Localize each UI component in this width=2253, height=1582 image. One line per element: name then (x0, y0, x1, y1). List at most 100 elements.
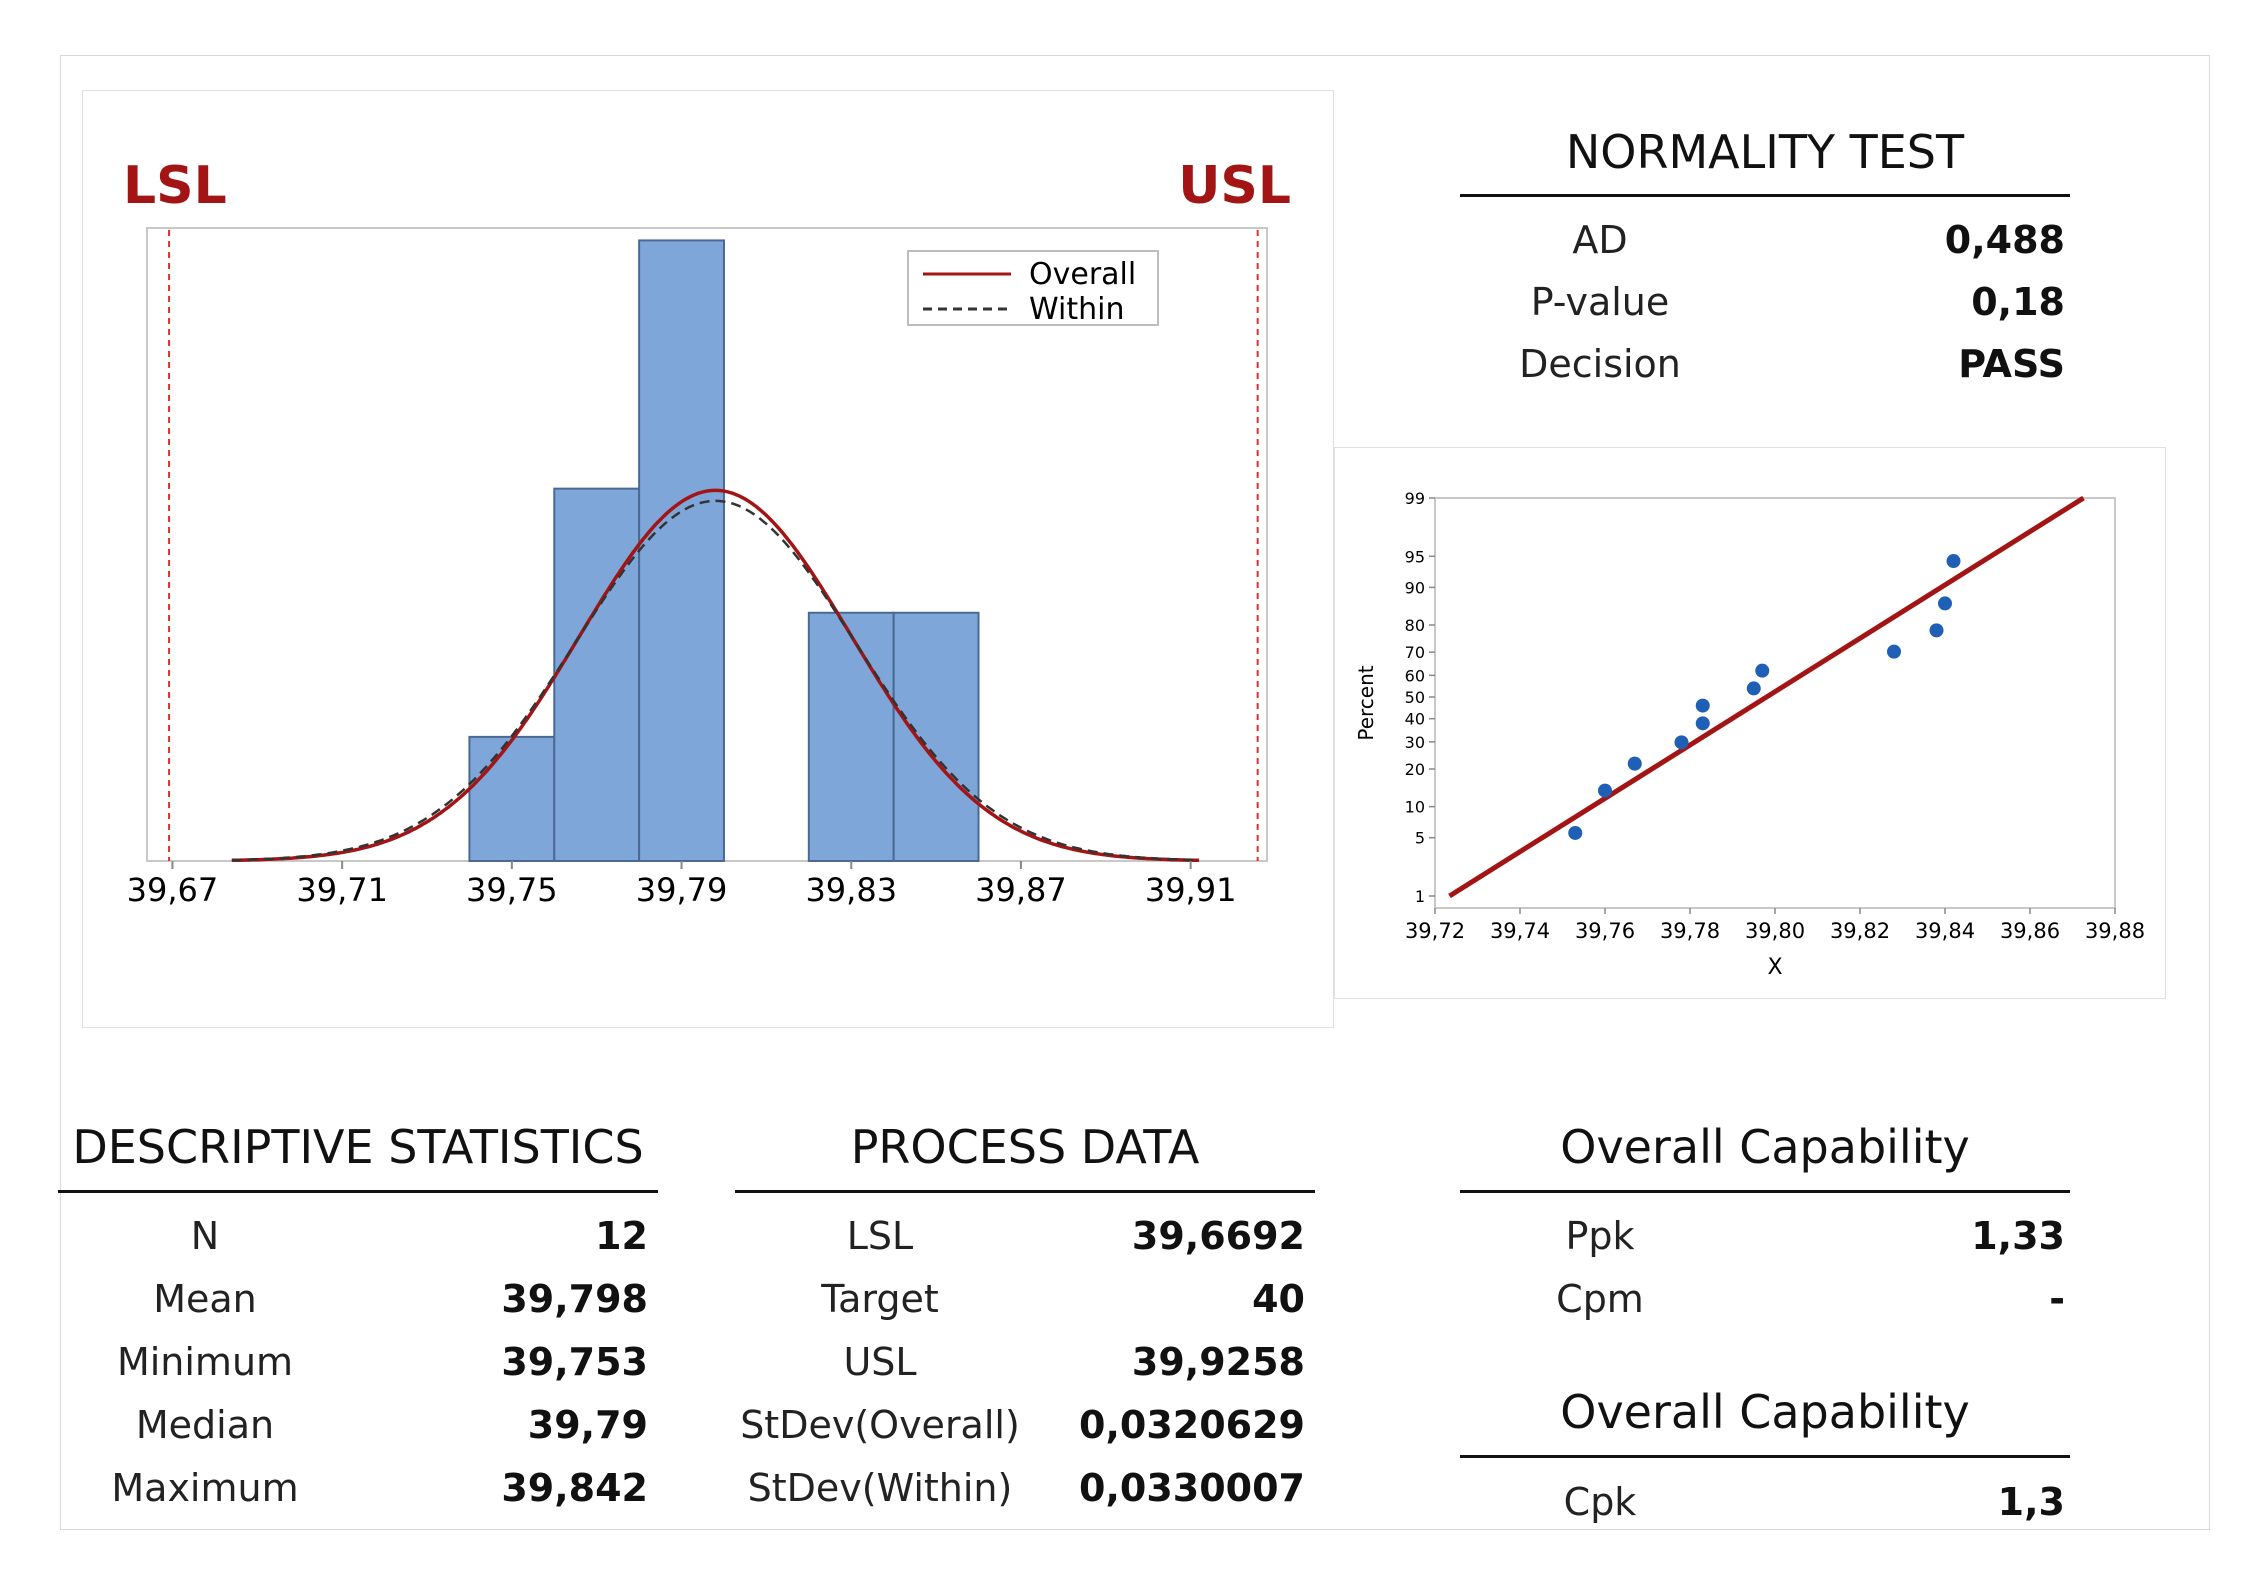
histogram-bar (807, 611, 895, 862)
overall-capability-2-title: Overall Capability (1560, 1385, 1970, 1439)
prob-y-tick-label: 60 (1405, 666, 1425, 685)
histogram-x-tick-label: 39,67 (127, 871, 219, 909)
descriptive-row-value: 39,79 (527, 1403, 648, 1447)
normality-title: NORMALITY TEST (1565, 125, 1965, 179)
prob-data-point (1598, 783, 1612, 798)
descriptive-row-label: Mean (153, 1277, 257, 1321)
process-row-label: StDev(Overall) (740, 1403, 1020, 1447)
prob-data-point (1929, 623, 1944, 638)
prob-data-point (1568, 825, 1583, 840)
normality-row-value: 0,18 (1971, 280, 2065, 324)
prob-x-tick-label: 39,88 (2085, 919, 2145, 943)
process-row-value: 39,9258 (1131, 1340, 1305, 1384)
prob-y-tick-label: 5 (1415, 829, 1425, 848)
prob-x-tick-label: 39,80 (1745, 919, 1805, 943)
histogram-x-tick-label: 39,87 (975, 871, 1067, 909)
prob-data-point (1938, 596, 1952, 611)
legend-overall-label: Overall (1029, 257, 1136, 292)
prob-data-point (1627, 756, 1642, 771)
prob-data-point (1887, 644, 1901, 659)
process-title: PROCESS DATA (850, 1120, 1200, 1174)
descriptive-row-value: 39,753 (501, 1340, 648, 1384)
histogram-bar (553, 487, 641, 862)
overall-curve (231, 488, 1200, 863)
normality-rule (1460, 194, 2070, 197)
prob-x-tick-label: 39,72 (1405, 919, 1465, 943)
within-curve (231, 499, 1200, 862)
prob-y-tick-label: 95 (1405, 547, 1425, 566)
overall-capability-title: Overall Capability (1560, 1120, 1970, 1174)
process-row-value: 0,0330007 (1079, 1466, 1305, 1510)
process-rule (735, 1190, 1315, 1193)
process-row-label: LSL (846, 1214, 914, 1258)
prob-fit-line (1448, 495, 2085, 899)
prob-x-axis-label: X (1767, 955, 1782, 980)
descriptive-row-label: Minimum (116, 1340, 294, 1384)
descriptive-row-value: 12 (595, 1214, 648, 1258)
capability-row-label: Ppk (1565, 1214, 1635, 1258)
prob-data-point (1746, 681, 1761, 696)
capability-histogram-panel: LSL USL 39,67 39,71 39,75 39,79 39,83 39,87 39… (82, 90, 1334, 1028)
prob-data-point (1755, 663, 1770, 678)
capability-2-row-label: Cpk (1563, 1480, 1637, 1524)
descriptive-row-label: N (190, 1214, 220, 1258)
histogram-x-tick-label: 39,91 (1145, 871, 1237, 909)
histogram-bar (638, 239, 725, 863)
process-row-value: 39,6692 (1131, 1214, 1305, 1258)
prob-x-tick-label: 39,76 (1575, 919, 1635, 943)
prob-y-tick-label: 99 (1405, 489, 1425, 508)
prob-y-tick-label: 20 (1405, 760, 1425, 779)
prob-y-tick-label: 70 (1405, 643, 1425, 662)
process-row-label: USL (843, 1340, 917, 1384)
prob-y-axis-label: Percent (1354, 665, 1378, 740)
capability-2-row-value: 1,3 (1997, 1480, 2065, 1524)
prob-y-tick-label: 40 (1405, 710, 1425, 729)
prob-x-tick-label: 39,74 (1490, 919, 1550, 943)
normality-row-value: 0,488 (1944, 218, 2065, 262)
prob-y-tick-label: 1 (1415, 887, 1425, 906)
process-row-label: Target (821, 1277, 939, 1321)
process-row-label: StDev(Within) (747, 1466, 1013, 1510)
prob-data-point (1695, 716, 1710, 731)
prob-x-tick-label: 39,78 (1660, 919, 1720, 943)
capability-histogram: LSL USL 39,67 39,71 39,75 39,79 39,83 39,87 39… (123, 156, 1291, 909)
overall-capability-rule (1460, 1190, 2070, 1193)
histogram-bar (468, 735, 556, 862)
normal-probability-plot: 1 5 10 20 30 40 50 60 70 80 90 95 99 39,72 39,74 39,76… (1354, 489, 2145, 980)
descriptive-row-label: Median (135, 1403, 275, 1447)
histogram-bar (892, 611, 980, 862)
prob-y-tick-label: 30 (1405, 733, 1425, 752)
legend-within-label: Within (1029, 292, 1124, 327)
capability-row-value: 1,33 (1971, 1214, 2065, 1258)
histogram-x-tick-label: 39,71 (296, 871, 388, 909)
capability-row-label: Cpm (1556, 1277, 1644, 1321)
descriptive-row-value: 39,842 (501, 1466, 648, 1510)
normality-row-label: Decision (1519, 342, 1681, 386)
overall-capability-2-rule (1460, 1455, 2070, 1458)
prob-x-tick-label: 39,84 (1915, 919, 1975, 943)
prob-y-tick-label: 10 (1405, 798, 1425, 817)
histogram-x-tick-label: 39,79 (636, 871, 728, 909)
normality-row-label: P-value (1530, 280, 1670, 324)
capability-row-value: - (2049, 1277, 2065, 1321)
prob-data-point (1695, 698, 1710, 713)
normality-row-label: AD (1572, 218, 1628, 262)
lsl-label: LSL (123, 156, 227, 216)
prob-data-point (1946, 554, 1961, 569)
histogram-x-tick-label: 39,83 (805, 871, 897, 909)
prob-data-point (1674, 735, 1689, 750)
report-frame (60, 55, 2210, 1530)
descriptive-title: DESCRIPTIVE STATISTICS (72, 1120, 644, 1174)
descriptive-row-label: Maximum (111, 1466, 299, 1510)
prob-plot-area (1434, 497, 2116, 909)
histogram-legend: Overall Within (907, 250, 1159, 327)
prob-y-tick-label: 90 (1405, 578, 1425, 597)
prob-y-tick-label: 80 (1405, 616, 1425, 635)
descriptive-rule (58, 1190, 658, 1193)
usl-label: USL (1178, 156, 1291, 216)
descriptive-row-value: 39,798 (501, 1277, 648, 1321)
process-row-value: 40 (1252, 1277, 1305, 1321)
prob-y-tick-label: 50 (1405, 688, 1425, 707)
prob-x-tick-label: 39,82 (1830, 919, 1890, 943)
histogram-x-tick-label: 39,75 (466, 871, 558, 909)
